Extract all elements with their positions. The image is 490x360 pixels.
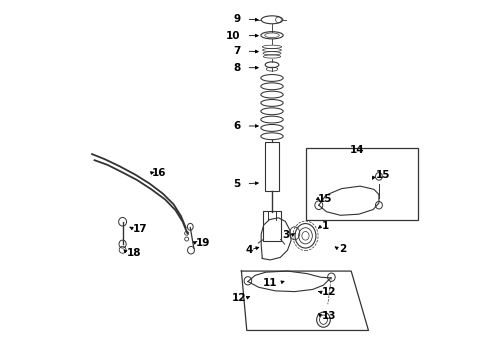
Text: 15: 15 [375,170,390,180]
Text: 13: 13 [322,311,337,321]
Bar [263,211,281,241]
Text: 16: 16 [151,168,166,178]
Text: 2: 2 [339,244,346,254]
Text: 15: 15 [318,194,332,204]
Text: 18: 18 [127,248,142,258]
Text: 4: 4 [246,245,253,255]
Text: 6: 6 [233,121,240,131]
Text: 3: 3 [283,230,290,240]
Text: 11: 11 [263,278,277,288]
Text: 17: 17 [133,224,147,234]
Text: 12: 12 [232,293,246,303]
Text: 12: 12 [322,287,337,297]
Text: 1: 1 [322,221,329,231]
Text: 9: 9 [233,14,240,24]
Bar [265,142,279,191]
Text: 14: 14 [350,145,365,156]
Bar [306,148,418,220]
Text: 8: 8 [233,63,240,73]
Text: 19: 19 [196,238,210,248]
Text: 10: 10 [226,31,240,41]
Text: 7: 7 [233,46,240,56]
Text: 5: 5 [233,179,240,189]
